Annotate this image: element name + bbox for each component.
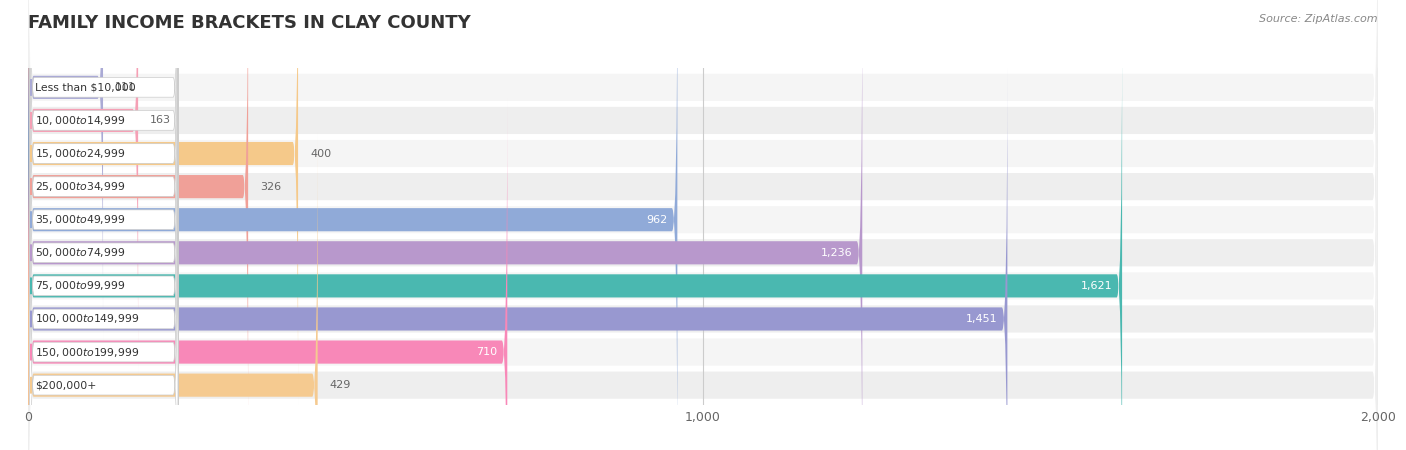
FancyBboxPatch shape [28,0,103,341]
FancyBboxPatch shape [30,97,179,450]
FancyBboxPatch shape [30,163,179,450]
FancyBboxPatch shape [30,130,179,450]
FancyBboxPatch shape [30,0,179,375]
FancyBboxPatch shape [28,0,138,374]
FancyBboxPatch shape [28,134,1378,450]
Text: $10,000 to $14,999: $10,000 to $14,999 [35,114,125,127]
FancyBboxPatch shape [28,99,508,450]
FancyBboxPatch shape [28,35,1378,450]
FancyBboxPatch shape [28,33,1122,450]
FancyBboxPatch shape [30,0,179,441]
FancyBboxPatch shape [28,0,1378,372]
FancyBboxPatch shape [30,31,179,450]
FancyBboxPatch shape [30,64,179,450]
FancyBboxPatch shape [28,101,1378,450]
Text: 163: 163 [150,116,172,126]
Text: 1,236: 1,236 [821,248,852,258]
FancyBboxPatch shape [28,0,1378,338]
Text: $15,000 to $24,999: $15,000 to $24,999 [35,147,125,160]
FancyBboxPatch shape [28,68,1378,450]
FancyBboxPatch shape [28,0,1378,450]
Text: $100,000 to $149,999: $100,000 to $149,999 [35,312,139,325]
FancyBboxPatch shape [28,0,1378,438]
Text: Less than $10,000: Less than $10,000 [35,82,136,92]
Text: $200,000+: $200,000+ [35,380,97,390]
FancyBboxPatch shape [28,2,1378,450]
Text: FAMILY INCOME BRACKETS IN CLAY COUNTY: FAMILY INCOME BRACKETS IN CLAY COUNTY [28,14,471,32]
Text: 1,451: 1,451 [966,314,997,324]
Text: 962: 962 [645,215,668,225]
Text: $50,000 to $74,999: $50,000 to $74,999 [35,246,125,259]
FancyBboxPatch shape [30,0,179,409]
FancyBboxPatch shape [28,132,318,450]
Text: $75,000 to $99,999: $75,000 to $99,999 [35,279,125,292]
Text: 400: 400 [311,148,332,158]
Text: $150,000 to $199,999: $150,000 to $199,999 [35,346,139,359]
Text: 1,621: 1,621 [1080,281,1112,291]
FancyBboxPatch shape [28,0,247,440]
FancyBboxPatch shape [30,0,179,342]
Text: 429: 429 [330,380,352,390]
FancyBboxPatch shape [28,0,298,407]
Text: Source: ZipAtlas.com: Source: ZipAtlas.com [1260,14,1378,23]
FancyBboxPatch shape [28,66,1007,450]
Text: 326: 326 [260,182,281,192]
Text: 111: 111 [115,82,136,92]
FancyBboxPatch shape [28,0,678,450]
FancyBboxPatch shape [28,0,1378,405]
FancyBboxPatch shape [28,0,862,450]
Text: $25,000 to $34,999: $25,000 to $34,999 [35,180,125,193]
Text: 710: 710 [477,347,498,357]
Text: $35,000 to $49,999: $35,000 to $49,999 [35,213,125,226]
FancyBboxPatch shape [30,0,179,309]
